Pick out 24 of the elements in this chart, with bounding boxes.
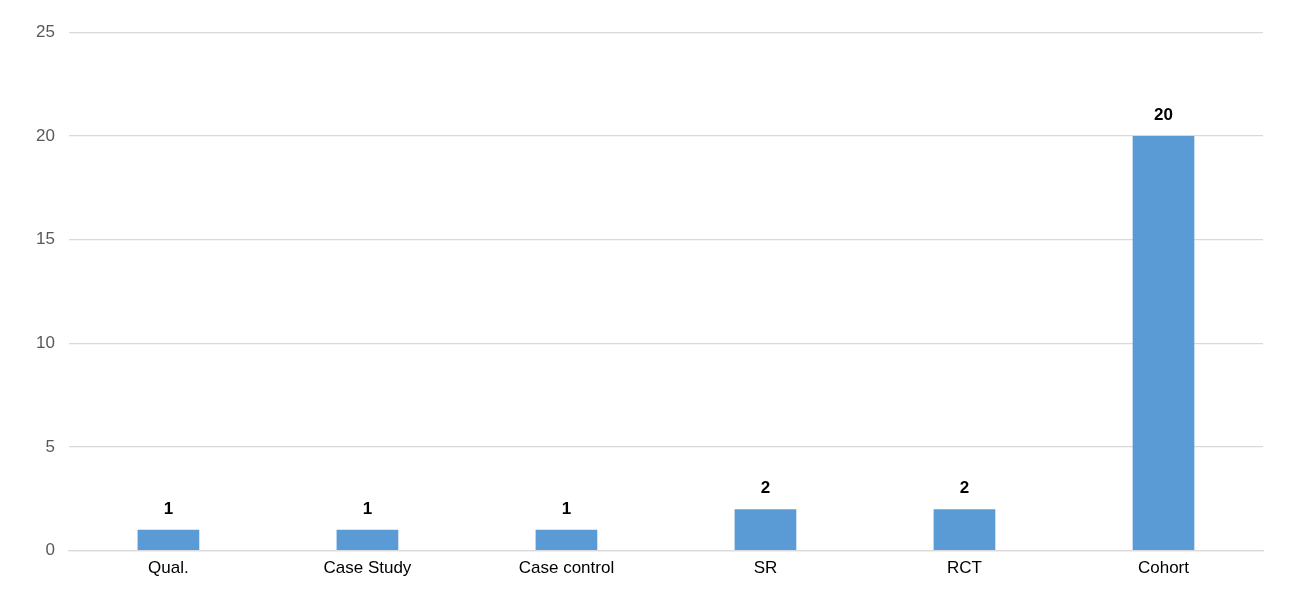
bar xyxy=(137,529,200,550)
bar xyxy=(734,509,797,550)
bar xyxy=(535,529,598,550)
bar xyxy=(933,509,996,550)
x-tick-label: Case control xyxy=(518,558,615,578)
y-tick-label: 25 xyxy=(35,21,55,41)
data-label: 20 xyxy=(1154,105,1173,125)
y-tick-label: 20 xyxy=(35,125,55,145)
x-tick-label: Case Study xyxy=(323,558,412,578)
data-label: 1 xyxy=(163,499,174,519)
data-label: 2 xyxy=(959,478,970,498)
x-tick-label: SR xyxy=(753,558,778,578)
bar xyxy=(336,529,399,550)
x-tick-label: Cohort xyxy=(1137,558,1190,578)
y-tick-label: 5 xyxy=(45,436,55,456)
y-tick-label: 10 xyxy=(35,332,55,352)
x-tick-label: RCT xyxy=(947,558,982,578)
y-tick-label: 0 xyxy=(45,540,55,560)
y-tick-label: 15 xyxy=(35,229,55,249)
bar xyxy=(1132,135,1195,550)
x-tick-label: Qual. xyxy=(148,558,189,578)
data-label: 2 xyxy=(760,478,771,498)
data-label: 1 xyxy=(561,499,572,519)
data-label: 1 xyxy=(362,499,373,519)
